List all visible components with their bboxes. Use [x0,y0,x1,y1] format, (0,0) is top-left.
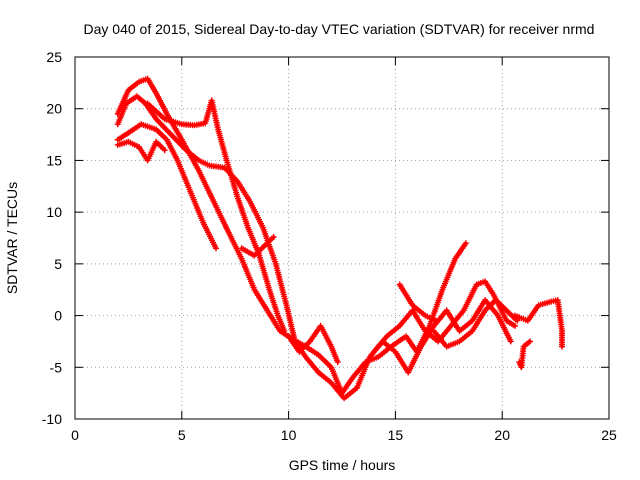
plot-frame [74,56,610,420]
series-markers [512,297,565,350]
y-axis-label: SDTVAR / TECUs [4,182,20,294]
series-track-5 [114,138,168,164]
y-tick-label: 0 [54,308,62,324]
chart-title: Day 040 of 2015, Sidereal Day-to-day VTE… [84,21,595,37]
series-markers [144,97,288,335]
series-markers [114,121,219,252]
series-track-9 [430,297,521,350]
y-tick-label: 25 [46,49,62,65]
x-tick-label: 25 [601,427,617,443]
y-tick-label: -10 [42,411,62,427]
series-markers [114,138,168,164]
series-track-3 [144,97,288,335]
x-tick-label: 15 [388,427,404,443]
y-tick-label: 15 [46,152,62,168]
y-tick-label: 20 [46,101,62,117]
series-markers [371,278,518,355]
series-markers [114,75,469,397]
series-track-1 [114,75,469,397]
series-track-10 [512,297,565,350]
series-track-12 [396,281,439,324]
series-track-6 [238,234,277,259]
series-markers [396,281,439,324]
series-layer [114,75,565,402]
series-track-8 [371,278,518,355]
series-markers [285,322,341,366]
series-track-11 [516,338,533,371]
y-tick-label: -5 [50,359,63,375]
series-markers [516,338,533,371]
y-tick-label: 5 [54,256,62,272]
series-track-4 [114,121,219,252]
x-axis-label: GPS time / hours [289,457,396,473]
x-tick-label: 20 [494,427,510,443]
y-tick-label: 10 [46,204,62,220]
series-track-7 [285,322,341,366]
x-tick-label: 5 [178,427,186,443]
series-markers [238,234,277,259]
axis-ticks: 0 5 10 15 20 25 -10 -5 0 5 10 15 20 25 [42,49,617,443]
x-tick-label: 0 [71,427,79,443]
x-tick-label: 10 [281,427,297,443]
series-markers [430,297,521,350]
